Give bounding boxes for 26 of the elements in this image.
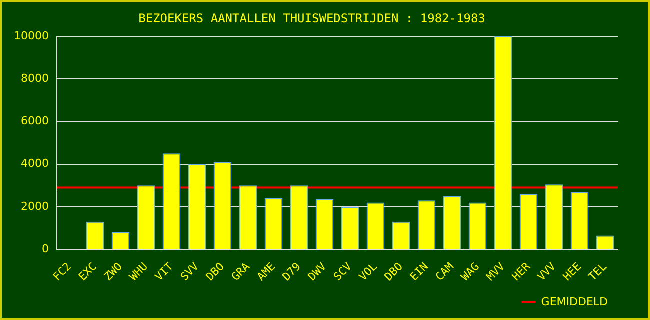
x-tick-label: FC2 xyxy=(50,260,74,284)
x-tick-label: VOL xyxy=(356,260,380,284)
x-tick-label: SCV xyxy=(331,260,355,284)
x-tick-label: VVV xyxy=(535,260,559,284)
y-tick-label: 10000 xyxy=(14,29,49,42)
chart-title: BEZOEKERS AANTALLEN THUISWEDSTRIJDEN : 1982-1983 xyxy=(138,11,486,26)
y-tick-label: 8000 xyxy=(20,72,49,85)
x-tick-label: CAM xyxy=(433,260,457,284)
x-tick-label: DBO xyxy=(382,260,406,284)
x-tick-label: VIT xyxy=(152,260,176,284)
y-tick-label: 6000 xyxy=(20,114,49,128)
x-tick-label: WAG xyxy=(458,260,482,284)
y-tick-label: 4000 xyxy=(20,157,49,170)
x-tick-label: ZWO xyxy=(102,260,125,284)
y-tick-label: 0 xyxy=(42,242,49,256)
y-tick-label: 2000 xyxy=(20,200,49,213)
x-tick-label: WHU xyxy=(127,260,150,284)
x-tick-label: SVV xyxy=(178,260,202,284)
x-tick-label: HER xyxy=(510,260,534,284)
x-tick-label: EIN xyxy=(408,260,431,284)
x-tick-label: GRA xyxy=(229,260,253,284)
x-tick-label: EXC xyxy=(76,260,100,284)
x-tick-label: D79 xyxy=(280,260,304,284)
x-tick-label: TEL xyxy=(586,260,610,284)
legend-label: GEMIDDELD xyxy=(541,295,608,308)
x-tick-label: DBO xyxy=(204,260,227,284)
